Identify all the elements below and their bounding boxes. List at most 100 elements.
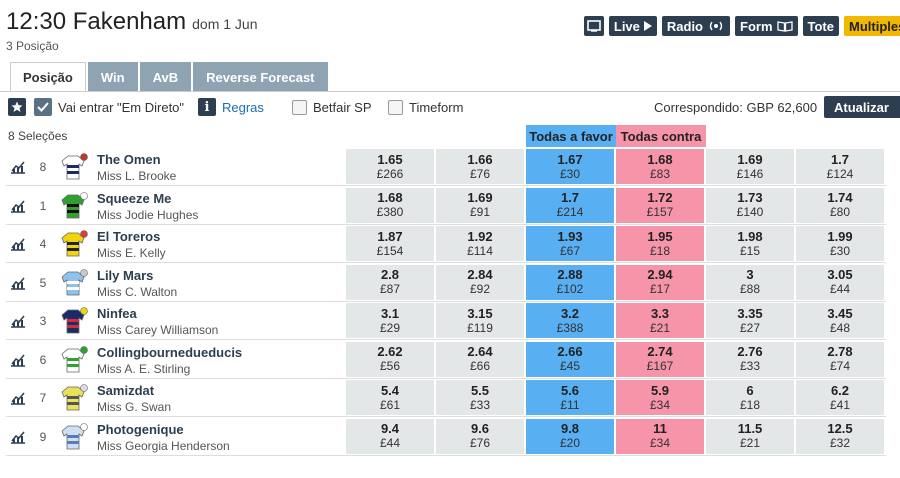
video-button[interactable] bbox=[583, 16, 604, 36]
form-button[interactable]: Form bbox=[735, 16, 798, 36]
chart-icon[interactable] bbox=[10, 430, 26, 444]
runner-name[interactable]: Photogenique bbox=[97, 421, 184, 437]
jockey-name: Miss L. Brooke bbox=[97, 169, 177, 183]
price-cell-back-2[interactable]: 1.92 £114 bbox=[436, 226, 524, 261]
tab-win[interactable]: Win bbox=[87, 62, 138, 92]
runner-name[interactable]: Squeeze Me bbox=[97, 190, 172, 206]
odds-value: 6.2 bbox=[830, 382, 850, 398]
price-cell-back-3[interactable]: 1.68 £380 bbox=[346, 187, 434, 223]
runner-name[interactable]: Samizdat bbox=[97, 383, 155, 398]
inplay-indicator: Vai entrar "Em Direto" bbox=[34, 97, 184, 117]
price-cell-lay-1[interactable]: 1.72 £157 bbox=[616, 187, 704, 223]
price-cell-back-2[interactable]: 5.5 £33 bbox=[436, 380, 524, 415]
chart-icon[interactable] bbox=[10, 199, 26, 213]
price-cell-lay-1[interactable]: 1.95 £18 bbox=[616, 226, 704, 261]
price-cell-back-1[interactable]: 2.66 £45 bbox=[526, 341, 614, 377]
chart-icon[interactable] bbox=[10, 391, 26, 405]
price-cell-back-1[interactable]: 1.93 £67 bbox=[526, 226, 614, 261]
price-cell-lay-2[interactable]: 6 £18 bbox=[706, 380, 794, 415]
price-cell-back-2[interactable]: 2.84 £92 bbox=[436, 264, 524, 300]
lay-all-button[interactable]: Todas contra bbox=[616, 125, 706, 147]
price-cell-back-3[interactable]: 2.8 £87 bbox=[346, 264, 434, 300]
odds-value: 9.8 bbox=[560, 421, 580, 436]
price-cell-back-3[interactable]: 1.87 £154 bbox=[346, 226, 434, 261]
price-cell-back-2[interactable]: 9.6 £76 bbox=[436, 418, 524, 454]
price-cell-lay-3[interactable]: 3.45 £48 bbox=[796, 303, 884, 338]
runner-name[interactable]: Ninfea bbox=[97, 306, 137, 321]
stake-available: £33 bbox=[739, 359, 761, 373]
price-cell-lay-2[interactable]: 1.69 £146 bbox=[706, 149, 794, 184]
tab-avb[interactable]: AvB bbox=[139, 62, 192, 92]
price-cell-lay-2[interactable]: 2.76 £33 bbox=[706, 341, 794, 377]
timeform-check-box[interactable] bbox=[388, 99, 403, 115]
price-cell-back-2[interactable]: 1.66 £76 bbox=[436, 149, 524, 184]
price-cell-lay-3[interactable]: 2.78 £74 bbox=[796, 341, 884, 377]
price-cell-back-1[interactable]: 2.88 £102 bbox=[526, 264, 614, 300]
runner-name[interactable]: El Toreros bbox=[97, 229, 161, 244]
refresh-button[interactable]: Atualizar bbox=[824, 96, 900, 118]
multiples-button[interactable]: Multiples bbox=[844, 16, 900, 36]
price-cell-back-3[interactable]: 3.1 £29 bbox=[346, 303, 434, 338]
stake-available: £18 bbox=[739, 397, 761, 412]
price-cell-back-3[interactable]: 5.4 £61 bbox=[346, 380, 434, 415]
odds-value: 2.84 bbox=[467, 267, 493, 282]
price-cell-lay-1[interactable]: 3.3 £21 bbox=[616, 303, 704, 338]
tab-reverse-forecast[interactable]: Reverse Forecast bbox=[193, 62, 328, 92]
runner-name[interactable]: Collingbournedueducis bbox=[97, 344, 243, 360]
price-cell-lay-2[interactable]: 1.73 £140 bbox=[706, 187, 794, 223]
stake-available: £167 bbox=[646, 359, 674, 373]
runner-name[interactable]: Lily Mars bbox=[97, 267, 154, 283]
live-button[interactable]: Live bbox=[608, 16, 657, 36]
price-cell-lay-2[interactable]: 3 £88 bbox=[706, 264, 794, 300]
radio-button[interactable]: Radio bbox=[661, 16, 731, 36]
odds-value: 2.8 bbox=[380, 267, 400, 282]
timeform-checkbox[interactable]: Timeform bbox=[388, 97, 463, 117]
stake-available: £114 bbox=[467, 243, 493, 258]
runner-name[interactable]: The Omen bbox=[97, 152, 161, 167]
price-cell-back-2[interactable]: 2.64 £66 bbox=[436, 341, 524, 377]
price-cell-lay-3[interactable]: 12.5 £32 bbox=[796, 418, 884, 454]
chart-icon[interactable] bbox=[10, 160, 26, 174]
price-cell-back-1[interactable]: 5.6 £11 bbox=[526, 380, 614, 415]
odds-value: 1.95 bbox=[647, 228, 673, 244]
odds-value: 1.67 bbox=[557, 151, 583, 167]
price-cell-lay-1[interactable]: 2.94 £17 bbox=[616, 264, 704, 300]
price-cell-lay-2[interactable]: 1.98 £15 bbox=[706, 226, 794, 261]
odds-value: 3.3 bbox=[650, 305, 670, 321]
chart-icon[interactable] bbox=[10, 314, 26, 328]
timeform-label: Timeform bbox=[409, 99, 464, 115]
price-cell-back-3[interactable]: 2.62 £56 bbox=[346, 341, 434, 377]
price-cell-back-3[interactable]: 1.65 £266 bbox=[346, 149, 434, 184]
odds-value: 1.74 bbox=[827, 190, 853, 205]
favourite-toggle[interactable] bbox=[8, 97, 26, 117]
chart-icon[interactable] bbox=[10, 353, 26, 367]
price-cell-lay-3[interactable]: 6.2 £41 bbox=[796, 380, 884, 415]
tab-place[interactable]: Posição bbox=[10, 62, 86, 92]
price-cell-back-1[interactable]: 3.2 £388 bbox=[526, 303, 614, 338]
price-cell-lay-1[interactable]: 1.68 £83 bbox=[616, 149, 704, 184]
chart-icon[interactable] bbox=[10, 276, 26, 290]
price-cell-back-1[interactable]: 9.8 £20 bbox=[526, 418, 614, 454]
price-cell-lay-3[interactable]: 1.74 £80 bbox=[796, 187, 884, 223]
price-cell-lay-3[interactable]: 1.7 £124 bbox=[796, 149, 884, 184]
price-cell-back-2[interactable]: 1.69 £91 bbox=[436, 187, 524, 223]
chart-icon[interactable] bbox=[10, 237, 26, 251]
odds-value: 1.73 bbox=[737, 190, 763, 205]
rules-link[interactable]: i Regras bbox=[198, 97, 264, 117]
tote-button[interactable]: Tote bbox=[802, 16, 839, 36]
price-cell-lay-3[interactable]: 3.05 £44 bbox=[796, 264, 884, 300]
betfair-sp-checkbox[interactable]: Betfair SP bbox=[292, 97, 372, 117]
price-cell-lay-2[interactable]: 3.35 £27 bbox=[706, 303, 794, 338]
price-cell-lay-1[interactable]: 5.9 £34 bbox=[616, 380, 704, 415]
price-cell-back-1[interactable]: 1.67 £30 bbox=[526, 149, 614, 184]
price-cell-back-1[interactable]: 1.7 £214 bbox=[526, 187, 614, 223]
price-cell-lay-1[interactable]: 11 £34 bbox=[616, 418, 704, 454]
price-cell-back-3[interactable]: 9.4 £44 bbox=[346, 418, 434, 454]
betfair-sp-check-box[interactable] bbox=[292, 99, 307, 115]
price-cell-lay-3[interactable]: 1.99 £30 bbox=[796, 226, 884, 261]
price-cell-lay-1[interactable]: 2.74 £167 bbox=[616, 341, 704, 377]
back-all-button[interactable]: Todas a favor bbox=[526, 125, 616, 147]
price-cell-lay-2[interactable]: 11.5 £21 bbox=[706, 418, 794, 454]
price-cell-back-2[interactable]: 3.15 £119 bbox=[436, 303, 524, 338]
jockey-silk-icon bbox=[61, 345, 88, 372]
